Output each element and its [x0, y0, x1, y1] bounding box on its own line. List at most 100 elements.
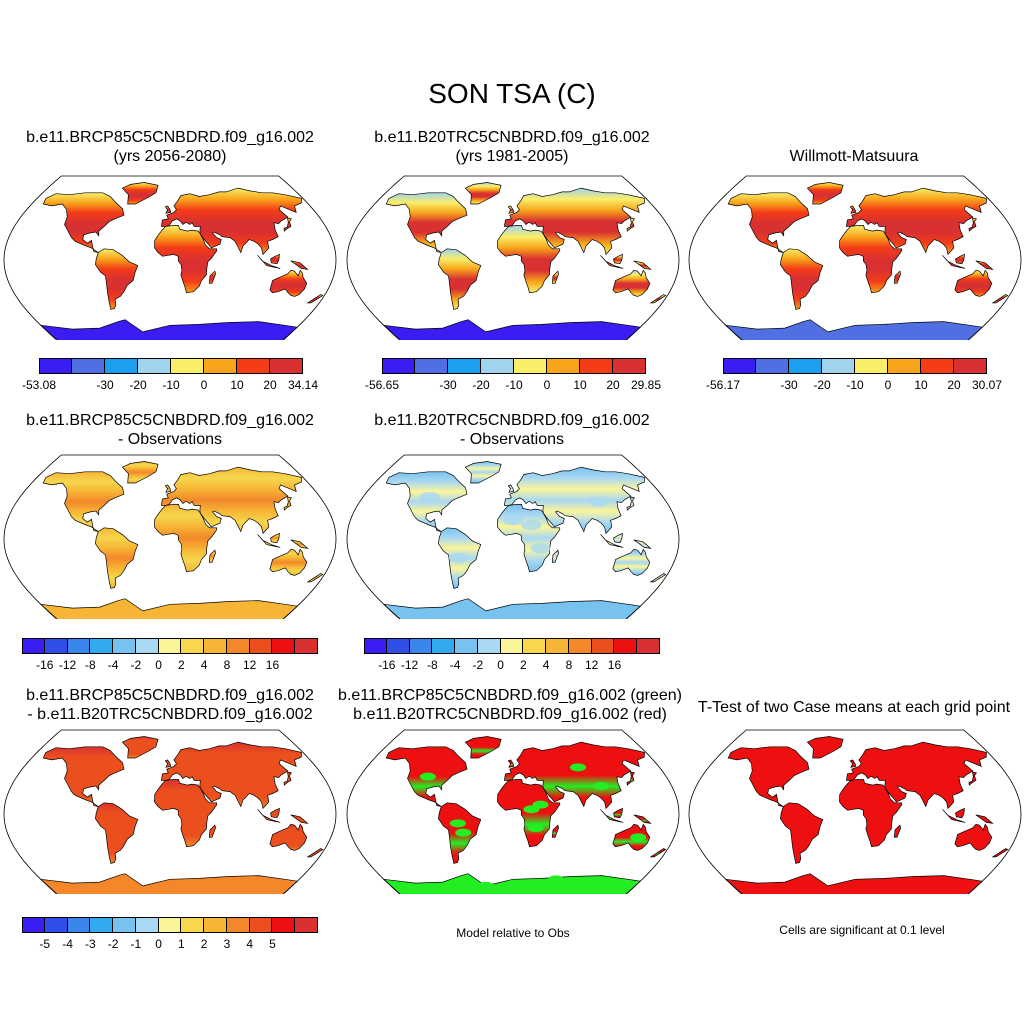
- colorbar-tick-label: -30: [96, 378, 114, 392]
- colorbar-tick-label: -4: [107, 658, 119, 672]
- colorbar-tick-label: 0: [155, 658, 162, 672]
- note-significance: Cells are significant at 0.1 level: [779, 923, 945, 937]
- map-outline: [346, 454, 680, 619]
- land-africa: [154, 225, 218, 294]
- colorbar-swatch: [272, 638, 296, 654]
- land-newGuinea: [290, 539, 309, 549]
- land-japan: [626, 771, 635, 786]
- colorbar-swatch: [90, 638, 114, 654]
- land-greenland: [464, 461, 502, 484]
- colorbar-tick-label: -10: [846, 378, 864, 392]
- land-greenland: [806, 182, 844, 205]
- map-panel-9: [688, 729, 1022, 894]
- colorbar-tick-label: -16: [36, 658, 54, 672]
- land-indonesia: [600, 255, 624, 269]
- map-outline: [3, 454, 337, 619]
- land-madagascar: [551, 824, 559, 838]
- colorbar-swatch: [364, 638, 387, 654]
- land-southAmerica: [438, 248, 482, 310]
- colorbar-tick-label: 4: [542, 658, 550, 672]
- land-europeAsia: [160, 741, 302, 810]
- panel7-title: b.e11.BRCP85C5CNBDRD.f09_g16.002 - b.e11…: [0, 686, 340, 724]
- land-borneo: [613, 532, 623, 544]
- land-greenland: [121, 461, 159, 484]
- land-borneo: [613, 253, 623, 265]
- colorbar-swatch: [171, 358, 204, 374]
- land-europeAsia: [160, 466, 302, 535]
- land-africa: [154, 779, 218, 848]
- land-newGuinea: [290, 814, 309, 824]
- colorbar-swatch: [723, 358, 756, 374]
- colorbar-swatch: [67, 917, 91, 933]
- colorbar-swatch: [855, 358, 888, 374]
- land-southAmerica: [95, 248, 139, 310]
- colorbar-swatch: [580, 358, 613, 374]
- land-madagascar: [208, 270, 216, 284]
- land-southAmerica: [95, 527, 139, 589]
- colorbar-swatch: [226, 917, 250, 933]
- land-europeAsia: [160, 187, 302, 256]
- colorbar-tick-label: 20: [263, 378, 277, 392]
- colorbar-tick-label: 2: [178, 658, 185, 672]
- colorbar-swatch: [756, 358, 789, 374]
- land-madagascar: [208, 824, 216, 838]
- panel5-title-line1: b.e11.B20TRC5CNBDRD.f09_g16.002: [374, 412, 650, 429]
- land-indonesia: [257, 809, 281, 823]
- map-land: [724, 736, 1009, 894]
- colorbar-tick-label: 4: [200, 658, 208, 672]
- panel9-title: T-Test of two Case means at each grid po…: [684, 698, 1024, 717]
- colorbar-tick-label: -12: [400, 658, 419, 672]
- panel3-title: Willmott-Matsuura: [684, 147, 1024, 166]
- colorbar-tick-label: 16: [265, 658, 280, 672]
- panel4-title: b.e11.BRCP85C5CNBDRD.f09_g16.002 - Obser…: [0, 411, 340, 449]
- colorbar-tick-label: -5: [39, 937, 51, 951]
- land-nz: [306, 294, 324, 304]
- green-patch: [593, 782, 610, 790]
- colorbar-swatch: [546, 638, 569, 654]
- colorbar-tick-label: -2: [472, 658, 484, 672]
- colorbar-tick-label: 10: [230, 378, 244, 392]
- land-australia: [612, 269, 651, 297]
- map-panel-2: [346, 175, 680, 340]
- colorbar-swatch: [44, 917, 68, 933]
- colorbar-swatch: [105, 358, 138, 374]
- colorbar-frame: [22, 917, 318, 933]
- map-land: [724, 182, 1009, 340]
- colorbar-swatch: [72, 358, 105, 374]
- land-africa: [154, 504, 218, 573]
- colorbar-tick-label: 16: [607, 658, 622, 672]
- land-borneo: [955, 807, 965, 819]
- colorbar-tick-label: -8: [84, 658, 96, 672]
- land-africa: [497, 225, 561, 294]
- green-patch: [455, 828, 472, 837]
- colorbar-swatch: [204, 638, 227, 654]
- land-newGuinea: [290, 260, 309, 270]
- colorbar-tick-label: 0: [200, 378, 208, 392]
- land-nz: [306, 848, 324, 858]
- map-panel-4: [3, 454, 337, 619]
- colorbar-panel-2: -56.65 -30 -20 -10 0 10 20 29.85: [365, 358, 661, 394]
- land-indonesia: [942, 255, 966, 269]
- colorbar-tick-label: 0: [543, 378, 551, 392]
- colorbar-tick-label: -30: [439, 378, 457, 392]
- land-borneo: [270, 253, 280, 265]
- colorbar-tick-label: -4: [449, 658, 461, 672]
- land-africa: [839, 779, 903, 848]
- colorbar-swatch: [514, 358, 547, 374]
- colorbar-swatch: [386, 638, 410, 654]
- colorbar-swatch: [921, 358, 954, 374]
- figure-title: SON TSA (C): [428, 78, 596, 109]
- map-panel-5: [346, 454, 680, 619]
- colorbar-tick-label: 30.07: [971, 378, 1003, 392]
- panel9-title-line1: T-Test of two Case means at each grid po…: [697, 699, 1011, 716]
- colorbar-swatch: [138, 358, 171, 374]
- colorbar-swatch: [22, 917, 45, 933]
- land-indonesia: [257, 255, 281, 269]
- land-northAmerica: [42, 471, 125, 532]
- land-europeAsia: [503, 466, 645, 535]
- colorbar-tick-label: -8: [426, 658, 438, 672]
- colorbar-tick-label: -20: [472, 378, 490, 392]
- colorbar-tick-label: -2: [107, 937, 119, 951]
- land-newGuinea: [633, 814, 652, 824]
- land-nz: [649, 573, 667, 583]
